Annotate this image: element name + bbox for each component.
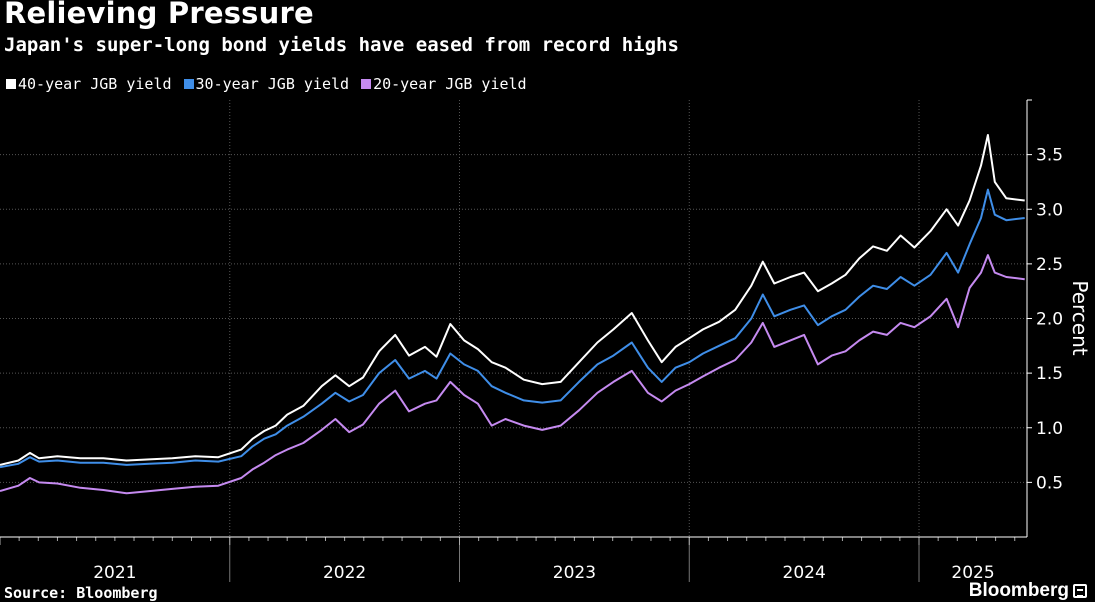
legend: 40-year JGB yield 30-year JGB yield 20-y… xyxy=(6,75,527,93)
chart-subtitle: Japan's super-long bond yields have ease… xyxy=(4,34,679,56)
brand-logo: Bloomberg xyxy=(969,580,1087,602)
y-tick-label: 3.5 xyxy=(1036,146,1063,166)
series-line-30y xyxy=(0,188,1025,469)
y-tick-label: 0.5 xyxy=(1036,473,1063,493)
y-tick-label: 2.0 xyxy=(1036,310,1063,330)
y-tick-label: 3.0 xyxy=(1036,200,1063,220)
y-tick-label: 2.5 xyxy=(1036,255,1063,275)
series-line-20y xyxy=(0,254,1025,495)
y-axis-title: Percent xyxy=(1068,280,1092,355)
brand-label: Bloomberg xyxy=(968,580,1069,601)
x-tick-label: 2025 xyxy=(951,563,994,583)
chart-title: Relieving Pressure xyxy=(4,0,314,30)
legend-label-30y: 30-year JGB yield xyxy=(195,75,350,93)
legend-swatch-40y xyxy=(6,79,16,89)
y-tick-label: 1.0 xyxy=(1036,419,1063,439)
legend-item-40y: 40-year JGB yield xyxy=(6,75,172,93)
legend-label-20y: 20-year JGB yield xyxy=(373,75,527,93)
bloomberg-terminal-icon xyxy=(1073,584,1087,598)
legend-item-30y: 30-year JGB yield xyxy=(183,75,350,93)
x-tick-label: 2021 xyxy=(93,563,136,583)
x-tick-label: 2024 xyxy=(783,563,826,583)
x-tick-label: 2023 xyxy=(553,563,596,583)
source-note: Source: Bloomberg xyxy=(4,584,158,602)
legend-swatch-30y xyxy=(183,79,194,89)
legend-label-40y: 40-year JGB yield xyxy=(18,75,172,93)
legend-item-20y: 20-year JGB yield xyxy=(361,75,527,93)
y-tick-label: 1.5 xyxy=(1036,364,1063,384)
legend-swatch-20y xyxy=(361,79,372,89)
x-tick-label: 2022 xyxy=(323,563,366,583)
series-line-40y xyxy=(0,134,1025,466)
